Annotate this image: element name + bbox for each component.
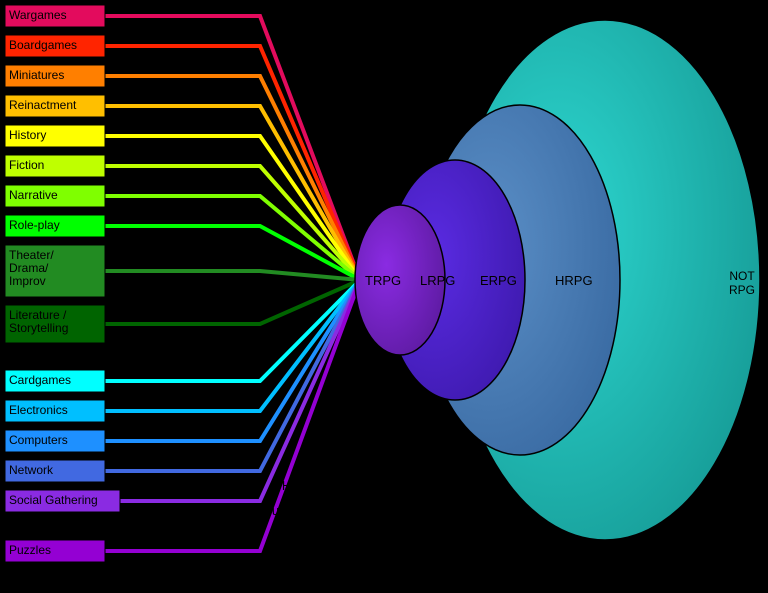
category-label: Narrative — [9, 188, 58, 202]
label-not-rpg: RPG — [729, 283, 755, 297]
footer-revision: Revision 20190625d — [311, 528, 430, 543]
category-label: Wargames — [9, 8, 67, 22]
category-label: Theater/ — [9, 248, 54, 262]
ellipse-label: ERPG — [480, 273, 517, 288]
ellipse-label: TRPG — [365, 273, 401, 288]
footer-subtitle: Quintessential RPG & non-RPG TPIS — [262, 503, 479, 518]
category-label: Electronics — [9, 403, 68, 417]
footer-copyright: (c) 2004-2019 W.A. Hawkes-Robinson — [285, 550, 455, 561]
category-label: Reinactment — [9, 98, 77, 112]
label-not-rpg: NOT — [729, 269, 755, 283]
category-label: Miniatures — [9, 68, 64, 82]
header-rpg: RPG — [346, 3, 374, 18]
header-tpis: TPIS — [716, 3, 745, 18]
footer-title: Hawkes-Robinson RPG Model — [282, 478, 458, 493]
category-label: Boardgames — [9, 38, 77, 52]
ellipse-label: LRPG — [420, 273, 455, 288]
category-label: Role-play — [9, 218, 60, 232]
ellipse-label: HRPG — [555, 273, 593, 288]
category-label: Network — [9, 463, 54, 477]
category-label: Drama/ — [9, 261, 49, 275]
category-label: Improv — [9, 274, 46, 288]
category-label: Cardgames — [9, 373, 71, 387]
category-label: Literature / — [9, 308, 67, 322]
category-label: Computers — [9, 433, 68, 447]
category-label: History — [9, 128, 46, 142]
category-label: Social Gathering — [9, 493, 98, 507]
category-label: Fiction — [9, 158, 44, 172]
category-label: Storytelling — [9, 321, 68, 335]
category-label: Puzzles — [9, 543, 51, 557]
